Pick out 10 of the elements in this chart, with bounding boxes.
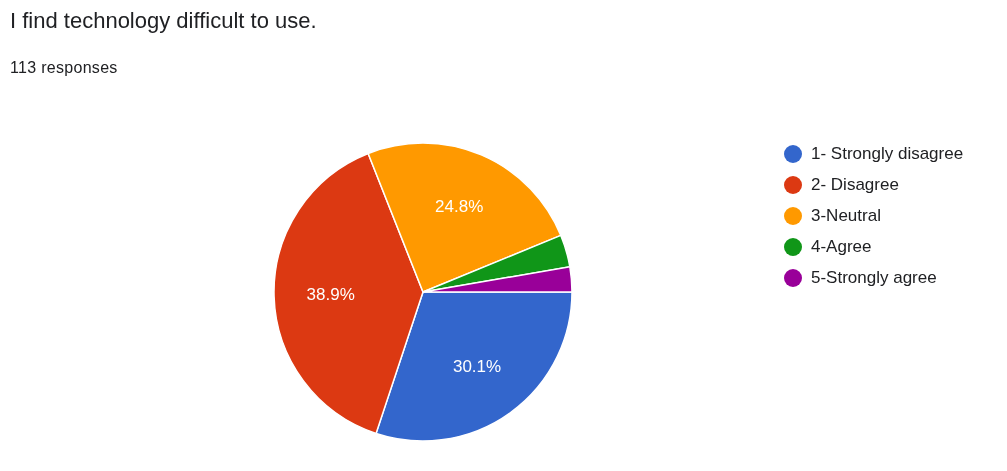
legend-label: 4-Agree (811, 236, 872, 257)
data-label: 24.8% (435, 197, 484, 217)
data-label: 30.1% (452, 357, 502, 377)
legend-label: 2- Disagree (811, 174, 899, 195)
data-label: 38.9% (306, 285, 355, 305)
text: 113 responses (10, 59, 118, 77)
chart-title: I find technology difficult to use. (10, 8, 317, 34)
legend-label: 1- Strongly disagree (811, 143, 964, 164)
legend-label: 5-Strongly agree (811, 267, 937, 288)
legend-label: 3-Neutral (811, 205, 881, 226)
